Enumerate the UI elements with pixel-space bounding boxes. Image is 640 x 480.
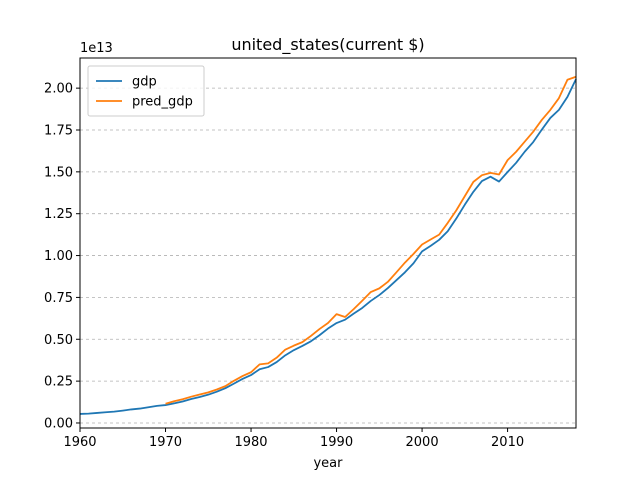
y-tick-label-5: 1.25 [44, 207, 73, 222]
x-tick-label-1: 1970 [149, 435, 182, 450]
y-tick-label-8: 2.00 [44, 82, 73, 97]
y-tick-label-3: 0.75 [44, 291, 73, 306]
y-offset-text: 1e13 [80, 41, 113, 56]
legend: gdp pred_gdp [87, 65, 205, 117]
x-tick-label-3: 1990 [320, 435, 353, 450]
legend-box [87, 65, 205, 117]
legend-label-gdp: gdp [132, 75, 157, 90]
x-tick-label-2: 1980 [234, 435, 267, 450]
legend-label-pred_gdp: pred_gdp [132, 95, 193, 110]
y-tick-label-6: 1.50 [44, 165, 73, 180]
y-tick-label-4: 1.00 [44, 249, 73, 264]
y-tick-label-0: 0.00 [44, 416, 73, 431]
chart-title: united_states(current $) [231, 35, 424, 55]
x-axis-label: year [313, 456, 343, 471]
series-line-gdp [79, 78, 577, 415]
y-tick-label-2: 0.50 [44, 333, 73, 348]
plot-frame [79, 57, 577, 429]
x-tick-label-0: 1960 [63, 435, 96, 450]
x-tick-label-4: 2000 [406, 435, 439, 450]
x-tick-label-5: 2010 [491, 435, 524, 450]
y-tick-label-1: 0.25 [44, 375, 73, 390]
y-tick-label-7: 1.75 [44, 123, 73, 138]
series-line-pred_gdp [165, 75, 577, 405]
series-lines [79, 75, 577, 415]
grid [80, 87, 576, 424]
axis-ticks: 1960 1970 1980 1990 2000 2010 0.00 0.25 0.50 0.75… [44, 82, 524, 450]
